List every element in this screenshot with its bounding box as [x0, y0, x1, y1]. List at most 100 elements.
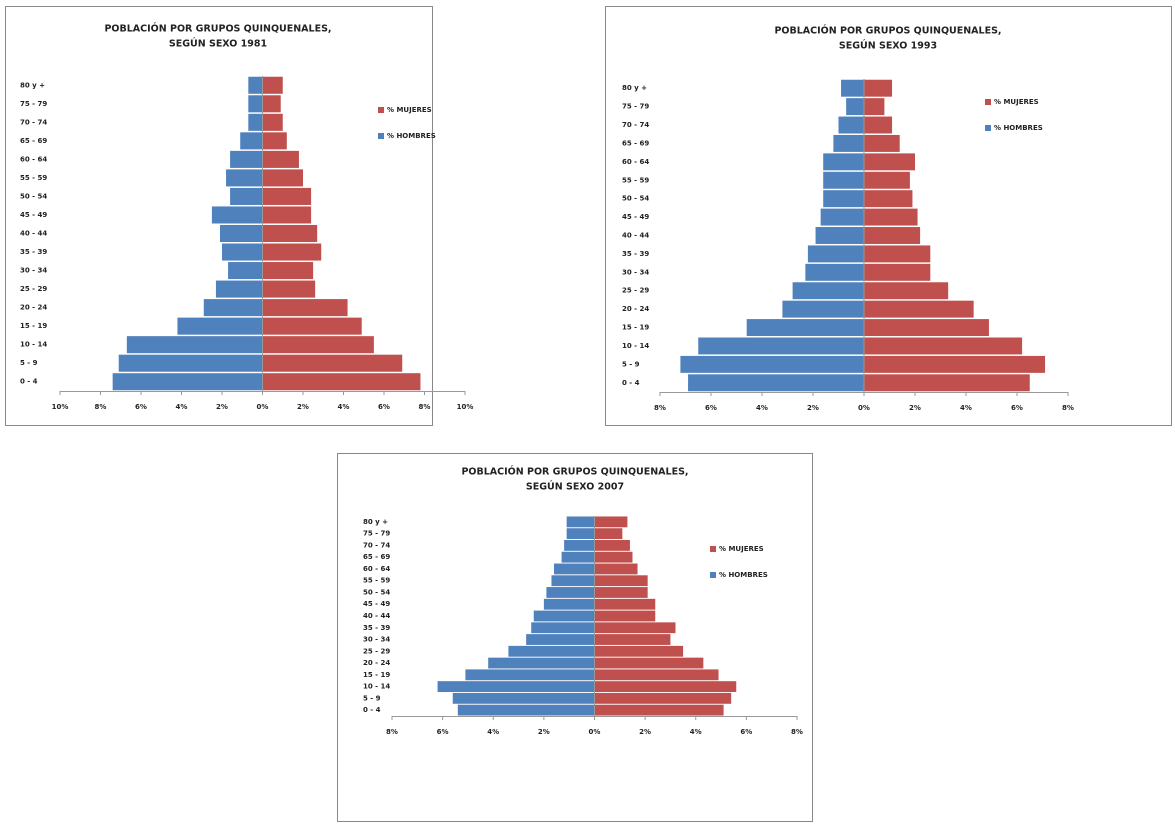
x-tick-label: 2%: [297, 403, 309, 411]
bar: [248, 95, 263, 113]
x-tick-label: 10%: [52, 403, 69, 411]
y-tick-label: 45 - 49: [363, 600, 390, 608]
bar: [240, 132, 263, 150]
bar: [508, 645, 595, 657]
x-tick-label: 6%: [135, 403, 147, 411]
bar: [554, 563, 595, 575]
y-tick-label: 60 - 64: [20, 155, 47, 163]
bar: [594, 563, 638, 575]
bar: [248, 113, 263, 131]
bar: [262, 336, 374, 354]
legend-swatch: [985, 125, 991, 131]
bar: [823, 190, 864, 208]
x-tick-label: 2%: [909, 404, 921, 412]
y-tick-label: 15 - 19: [622, 324, 649, 332]
bar: [248, 76, 263, 94]
bar: [262, 95, 281, 113]
bar: [262, 150, 299, 168]
y-tick-label: 65 - 69: [20, 137, 47, 145]
chart-title: SEGÚN SEXO 2007: [526, 481, 624, 493]
y-tick-label: 40 - 44: [622, 232, 649, 240]
y-tick-label: 55 - 59: [363, 577, 390, 585]
bar: [262, 169, 303, 187]
bar: [262, 206, 312, 224]
bar: [864, 98, 885, 116]
bar: [864, 227, 921, 244]
chart-title: POBLACIÓN POR GRUPOS QUINQUENALES,: [104, 23, 331, 35]
bar: [594, 551, 633, 563]
x-tick-label: 4%: [960, 404, 972, 412]
bar: [219, 224, 263, 243]
y-tick-label: 20 - 24: [363, 659, 390, 667]
bar: [594, 692, 732, 704]
bar: [551, 575, 595, 587]
bar: [262, 280, 316, 298]
bar: [437, 681, 595, 692]
bar: [594, 516, 628, 528]
bar: [488, 657, 595, 669]
x-tick-label: 6%: [1011, 404, 1023, 412]
bar: [864, 319, 989, 337]
x-tick-label: 4%: [487, 728, 499, 736]
bar: [457, 704, 595, 716]
bar: [594, 669, 719, 681]
x-tick-label: 0%: [257, 403, 269, 411]
y-tick-label: 60 - 64: [363, 565, 390, 573]
x-tick-label: 6%: [378, 403, 390, 411]
bar: [203, 299, 263, 317]
bar: [864, 134, 900, 152]
bar: [698, 337, 864, 355]
x-tick-label: 8%: [654, 404, 666, 412]
bar: [262, 262, 314, 280]
x-tick-label: 4%: [176, 403, 188, 411]
chart-title: SEGÚN SEXO 1993: [839, 40, 937, 52]
legend-label: % HOMBRES: [719, 571, 768, 579]
legend-swatch: [985, 99, 991, 105]
legend-label: % MUJERES: [719, 545, 764, 553]
y-tick-label: 10 - 14: [622, 342, 649, 350]
bar: [807, 245, 864, 263]
legend-label: % MUJERES: [994, 98, 1039, 106]
y-tick-label: 80 y +: [20, 81, 45, 89]
bar: [864, 171, 910, 189]
bar: [465, 669, 595, 681]
bar: [262, 113, 283, 131]
bar: [864, 208, 918, 226]
y-tick-label: 20 - 24: [622, 305, 649, 313]
bar: [215, 280, 263, 298]
y-tick-label: 15 - 19: [363, 671, 390, 679]
bar: [820, 208, 864, 226]
bar: [262, 132, 287, 150]
y-tick-label: 0 - 4: [363, 706, 381, 714]
x-tick-label: 8%: [791, 728, 803, 736]
bar: [864, 190, 913, 208]
x-tick-label: 2%: [807, 404, 819, 412]
legend-label: % MUJERES: [387, 106, 432, 114]
y-tick-label: 50 - 54: [622, 195, 649, 203]
y-tick-label: 40 - 44: [20, 230, 47, 238]
bar: [594, 528, 623, 540]
bar: [594, 634, 671, 645]
legend-label: % HOMBRES: [994, 124, 1043, 132]
y-tick-label: 0 - 4: [20, 378, 38, 386]
y-tick-label: 40 - 44: [363, 612, 390, 620]
y-tick-label: 75 - 79: [20, 100, 47, 108]
x-tick-label: 2%: [538, 728, 550, 736]
y-tick-label: 25 - 29: [622, 287, 649, 295]
bar: [823, 171, 864, 189]
bar: [594, 622, 676, 634]
y-tick-label: 70 - 74: [622, 121, 649, 129]
bar: [452, 692, 595, 704]
x-tick-label: 0%: [858, 404, 870, 412]
x-tick-label: 10%: [457, 403, 474, 411]
bar: [533, 610, 595, 622]
bar: [262, 76, 283, 94]
chart-title: POBLACIÓN POR GRUPOS QUINQUENALES,: [774, 25, 1001, 37]
bar: [594, 587, 648, 598]
x-tick-label: 8%: [95, 403, 107, 411]
bar: [680, 355, 864, 373]
bar: [112, 373, 263, 391]
y-tick-label: 25 - 29: [20, 285, 47, 293]
y-tick-label: 30 - 34: [622, 268, 649, 276]
